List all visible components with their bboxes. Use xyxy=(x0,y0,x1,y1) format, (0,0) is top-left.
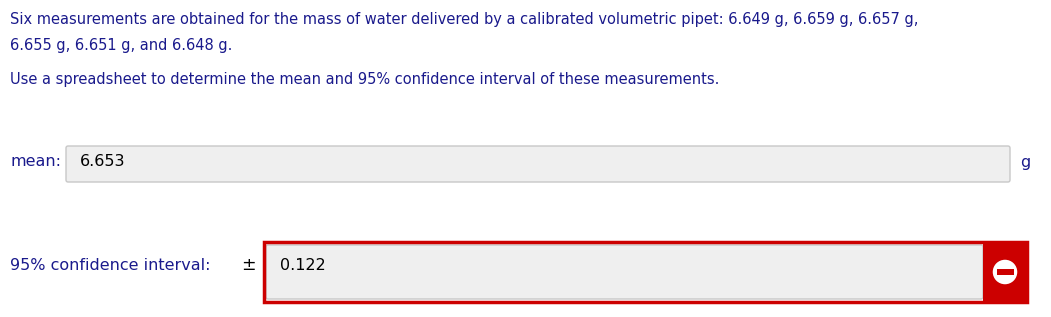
Text: ±: ± xyxy=(241,256,255,274)
Text: mean:: mean: xyxy=(11,154,61,170)
FancyBboxPatch shape xyxy=(996,269,1013,275)
Text: 95% confidence interval:: 95% confidence interval: xyxy=(11,257,210,273)
FancyBboxPatch shape xyxy=(983,242,1027,302)
Text: 0.122: 0.122 xyxy=(280,257,326,273)
Text: Use a spreadsheet to determine the mean and 95% confidence interval of these mea: Use a spreadsheet to determine the mean … xyxy=(11,72,719,87)
FancyBboxPatch shape xyxy=(266,245,983,299)
Text: Six measurements are obtained for the mass of water delivered by a calibrated vo: Six measurements are obtained for the ma… xyxy=(11,12,919,27)
Text: 6.653: 6.653 xyxy=(80,154,125,170)
Text: 6.655 g, 6.651 g, and 6.648 g.: 6.655 g, 6.651 g, and 6.648 g. xyxy=(11,38,232,53)
Text: g: g xyxy=(1021,154,1030,170)
FancyBboxPatch shape xyxy=(66,146,1010,182)
Circle shape xyxy=(991,258,1019,286)
